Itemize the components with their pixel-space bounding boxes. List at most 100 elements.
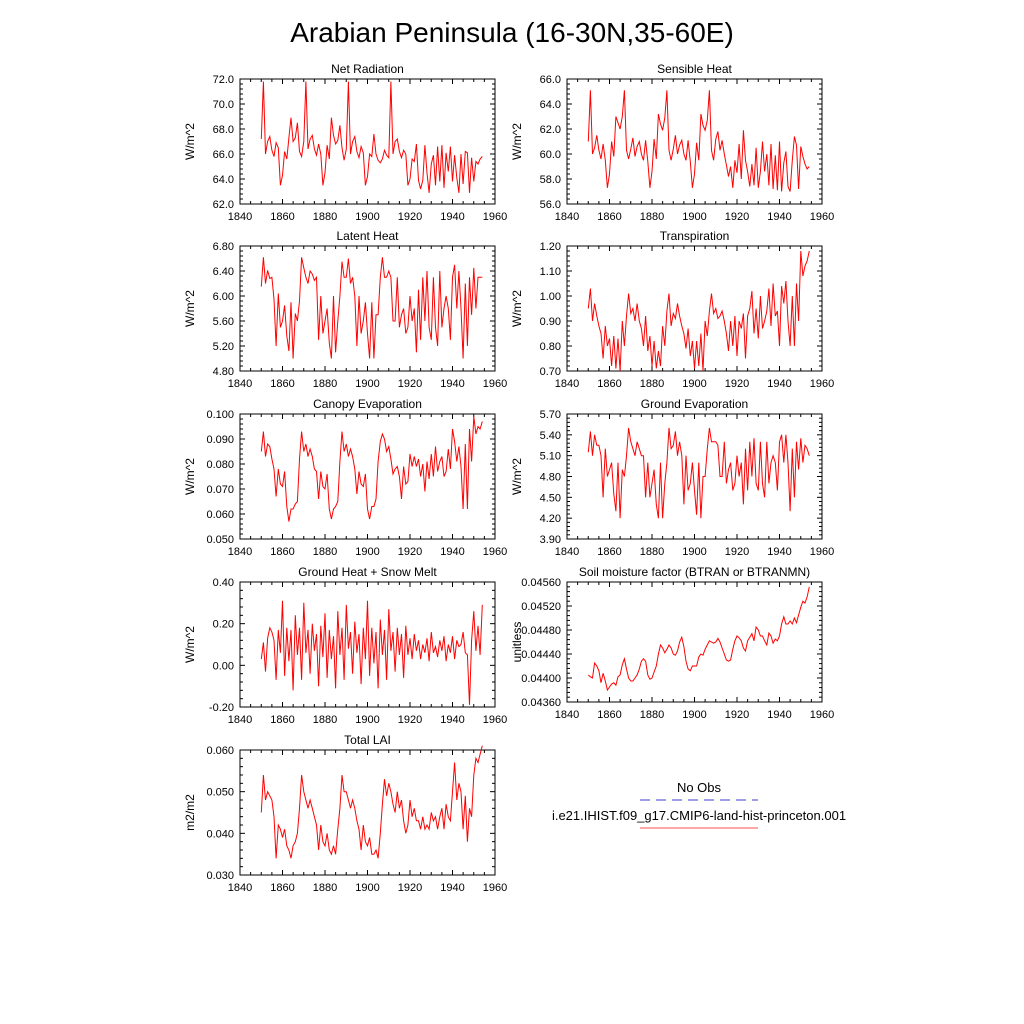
y-tick-label: 0.00	[213, 660, 234, 672]
chart-panel: Total LAI 1840 1860 1880 1900 1920 1940 1960 0.0…	[183, 733, 507, 894]
chart-panel: Canopy Evaporation 1840 1860 1880 1900 1920 19…	[183, 397, 507, 558]
x-tick-label: 1900	[355, 378, 379, 390]
panel-title: Ground Evaporation	[641, 397, 748, 411]
x-tick-label: 1880	[313, 714, 337, 726]
y-tick-label: 4.80	[540, 472, 561, 484]
y-axis-label: W/m^2	[510, 290, 524, 327]
x-tick-label: 1900	[355, 714, 379, 726]
y-tick-label: 58.0	[540, 174, 561, 186]
x-tick-label: 1960	[810, 546, 834, 558]
y-tick-label: 4.20	[540, 513, 561, 525]
x-tick-label: 1940	[767, 709, 791, 721]
page-title: Arabian Peninsula (16-30N,35-60E)	[290, 17, 734, 48]
x-tick-label: 1960	[810, 211, 834, 223]
series-line	[260, 745, 483, 859]
series-line	[260, 257, 483, 359]
x-tick-label: 1920	[725, 211, 749, 223]
plot-frame	[566, 245, 823, 372]
y-tick-label: 0.40	[213, 577, 234, 589]
x-tick-label: 1920	[725, 378, 749, 390]
panel-title: Ground Heat + Snow Melt	[298, 565, 437, 579]
x-tick-label: 1900	[682, 709, 706, 721]
x-tick-label: 1940	[767, 211, 791, 223]
y-tick-label: 60.0	[540, 149, 561, 161]
y-axis-label: W/m^2	[510, 123, 524, 160]
plot-frame	[566, 78, 823, 205]
x-tick-label: 1920	[725, 709, 749, 721]
y-axis-label: unitless	[510, 622, 524, 663]
x-tick-label: 1840	[555, 378, 579, 390]
y-tick-label: 0.04520	[521, 601, 561, 613]
x-tick-label: 1940	[767, 378, 791, 390]
x-tick-label: 1880	[313, 378, 337, 390]
x-tick-label: 1880	[313, 882, 337, 894]
x-tick-label: 1900	[355, 882, 379, 894]
panel-title: Total LAI	[344, 733, 391, 747]
y-tick-label: 64.0	[213, 174, 234, 186]
chart-panel: Latent Heat 1840 1860 1880 1900 1920 1940 1960 4…	[183, 229, 507, 390]
y-tick-label: 0.20	[213, 619, 234, 631]
y-tick-label: 6.00	[213, 291, 234, 303]
y-tick-label: 0.090	[206, 434, 234, 446]
chart-panel: Soil moisture factor (BTRAN or BTRANMN) 1…	[510, 565, 834, 721]
plot-frame	[239, 749, 496, 876]
x-tick-label: 1960	[810, 709, 834, 721]
x-tick-label: 1840	[228, 211, 252, 223]
x-tick-label: 1940	[767, 546, 791, 558]
y-tick-label: 64.0	[540, 99, 561, 111]
x-tick-label: 1840	[555, 709, 579, 721]
y-tick-label: 0.04480	[521, 625, 561, 637]
x-tick-label: 1840	[555, 211, 579, 223]
chart-panel: Ground Heat + Snow Melt 1840 1860 1880 1900 1…	[183, 565, 507, 726]
panel-title: Canopy Evaporation	[313, 397, 422, 411]
y-tick-label: 56.0	[540, 199, 561, 211]
y-tick-label: 66.0	[540, 74, 561, 86]
x-tick-label: 1880	[640, 378, 664, 390]
x-tick-label: 1880	[640, 709, 664, 721]
x-tick-label: 1900	[682, 378, 706, 390]
x-tick-label: 1960	[483, 378, 507, 390]
x-tick-label: 1860	[597, 709, 621, 721]
plot-frame	[566, 413, 823, 540]
x-tick-label: 1840	[555, 546, 579, 558]
x-tick-label: 1900	[682, 211, 706, 223]
x-tick-label: 1880	[313, 546, 337, 558]
x-tick-label: 1900	[355, 211, 379, 223]
y-tick-label: 0.04560	[521, 577, 561, 589]
x-tick-label: 1860	[270, 546, 294, 558]
series-line	[587, 427, 810, 519]
y-tick-label: 0.80	[540, 341, 561, 353]
x-tick-label: 1840	[228, 882, 252, 894]
y-tick-label: 4.50	[540, 492, 561, 504]
panel-title: Soil moisture factor (BTRAN or BTRANMN)	[579, 565, 810, 579]
y-tick-label: 6.40	[213, 266, 234, 278]
x-tick-label: 1960	[483, 211, 507, 223]
x-tick-label: 1940	[440, 211, 464, 223]
y-tick-label: 62.0	[213, 199, 234, 211]
plot-frame	[566, 581, 823, 703]
panel-title: Latent Heat	[336, 229, 399, 243]
y-tick-label: 0.04400	[521, 673, 561, 685]
legend-entry-label-model: i.e21.IHIST.f09_g17.CMIP6-land-hist-prin…	[552, 808, 846, 823]
plot-frame	[239, 78, 496, 205]
x-tick-label: 1960	[483, 546, 507, 558]
x-tick-label: 1920	[398, 882, 422, 894]
y-tick-label: 0.040	[206, 828, 234, 840]
panel-title: Sensible Heat	[657, 62, 732, 76]
x-tick-label: 1940	[440, 546, 464, 558]
y-axis-label: W/m^2	[183, 458, 197, 495]
y-tick-label: 62.0	[540, 124, 561, 136]
x-tick-label: 1860	[270, 882, 294, 894]
x-tick-label: 1940	[440, 378, 464, 390]
x-tick-label: 1960	[810, 378, 834, 390]
y-tick-label: 5.10	[540, 451, 561, 463]
y-tick-label: 0.060	[206, 745, 234, 757]
y-tick-label: 0.060	[206, 509, 234, 521]
y-axis-label: W/m^2	[510, 458, 524, 495]
y-tick-label: 1.10	[540, 266, 561, 278]
y-tick-label: 0.050	[206, 534, 234, 546]
y-tick-label: 5.70	[540, 409, 561, 421]
x-tick-label: 1860	[597, 378, 621, 390]
series-line	[587, 586, 810, 692]
